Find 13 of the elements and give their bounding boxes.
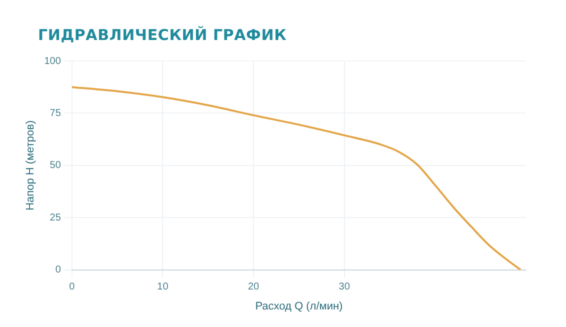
- y-tick-label: 25: [50, 212, 62, 224]
- y-tick-label: 0: [55, 264, 62, 276]
- x-tick-label: 20: [248, 282, 260, 293]
- y-tick-label: 50: [50, 160, 62, 172]
- x-tick-label: 30: [338, 282, 350, 293]
- x-tick-label: 10: [157, 282, 169, 293]
- x-axis-title: Расход Q (л/мин): [255, 300, 343, 312]
- line-series: [72, 86, 522, 270]
- chart-title: ГИДРАВЛИЧЕСКИЙ ГРАФИК: [38, 26, 287, 44]
- y-tick-label: 100: [44, 56, 62, 67]
- x-tick-label: 0: [69, 282, 76, 293]
- y-axis-title: Напор H (метров): [24, 120, 37, 210]
- y-tick-label: 75: [50, 108, 62, 119]
